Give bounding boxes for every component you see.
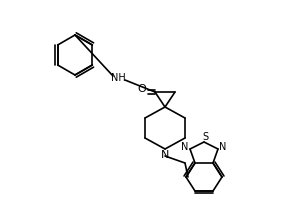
Text: N: N: [181, 142, 189, 152]
Text: N: N: [219, 142, 227, 152]
Text: O: O: [138, 84, 146, 94]
Text: NH: NH: [111, 73, 125, 83]
Text: S: S: [202, 132, 208, 142]
Text: N: N: [161, 150, 169, 160]
